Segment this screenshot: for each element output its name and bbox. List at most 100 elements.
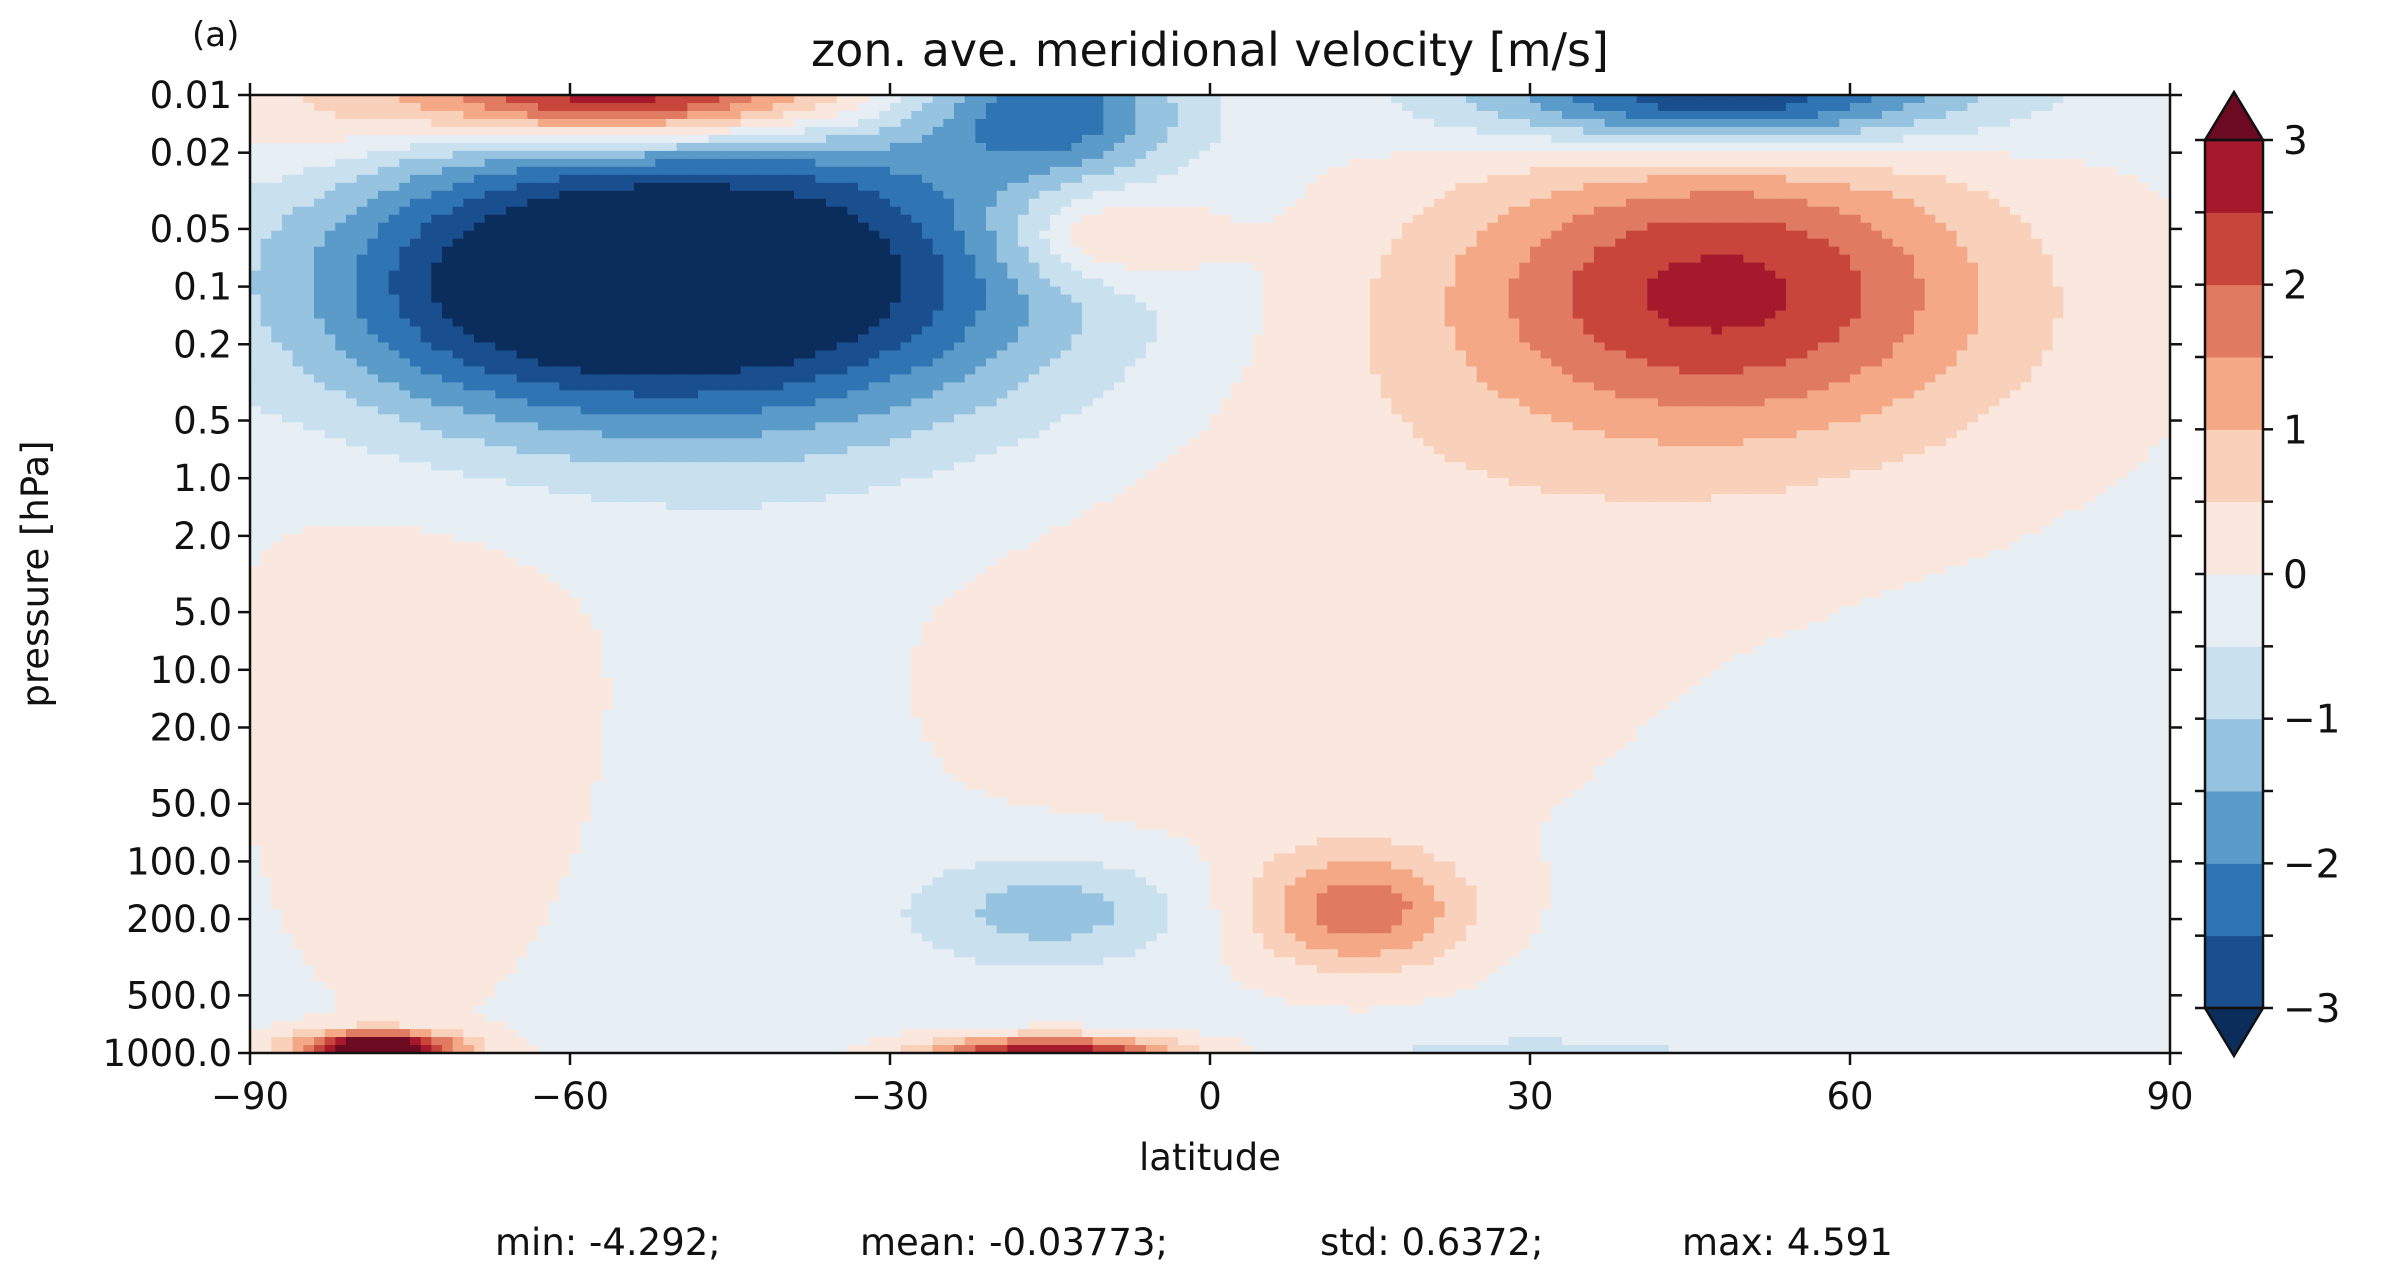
contour-cell: [1359, 278, 1371, 288]
contour-cell: [1007, 302, 1019, 312]
contour-cell: [815, 118, 827, 128]
contour-cell: [815, 198, 827, 208]
contour-cell: [410, 214, 422, 224]
contour-cell: [591, 110, 603, 120]
contour-cell: [1359, 182, 1371, 192]
contour-cell: [250, 118, 262, 128]
contour-cell: [676, 142, 688, 152]
contour-cell: [1156, 238, 1168, 248]
contour-cell: [1722, 126, 1734, 136]
contour-cell: [655, 310, 667, 320]
contour-cell: [1594, 190, 1606, 200]
contour-cell: [1167, 102, 1179, 112]
contour-cell: [954, 198, 966, 208]
contour-cell: [1188, 214, 1200, 224]
contour-cell: [1668, 294, 1680, 304]
contour-cell: [1999, 222, 2011, 232]
contour-cell: [1828, 166, 1840, 176]
contour-cell: [484, 206, 496, 216]
contour-cell: [1167, 302, 1179, 312]
contour-cell: [1967, 246, 1979, 256]
contour-cell: [1252, 286, 1264, 296]
contour-cell: [1935, 118, 1947, 128]
contour-cell: [1988, 262, 2000, 272]
contour-cell: [1743, 174, 1755, 184]
contour-cell: [1156, 142, 1168, 152]
contour-cell: [943, 102, 955, 112]
contour-cell: [559, 198, 571, 208]
contour-cell: [260, 166, 272, 176]
contour-cell: [1039, 150, 1051, 160]
contour-cell: [335, 118, 347, 128]
contour-cell: [879, 95, 891, 104]
contour-cell: [1210, 206, 1222, 216]
contour-cell: [580, 158, 592, 168]
contour-cell: [1039, 294, 1051, 304]
contour-cell: [1636, 95, 1648, 104]
contour-cell: [1860, 302, 1872, 312]
contour-cell: [452, 142, 464, 152]
contour-cell: [1316, 262, 1328, 272]
contour-cell: [1839, 190, 1851, 200]
contour-cell: [282, 118, 294, 128]
contour-cell: [1124, 302, 1136, 312]
contour-cell: [2106, 302, 2118, 312]
contour-cell: [2127, 182, 2139, 192]
contour-cell: [420, 190, 432, 200]
contour-cell: [986, 198, 998, 208]
contour-cell: [1658, 182, 1670, 192]
contour-cell: [1562, 310, 1574, 320]
contour-cell: [1668, 118, 1680, 128]
contour-cell: [538, 254, 550, 264]
contour-cell: [1946, 126, 1958, 136]
contour-cell: [1434, 142, 1446, 152]
contour-cell: [1775, 110, 1787, 120]
contour-cell: [1306, 150, 1318, 160]
contour-cell: [1935, 95, 1947, 104]
contour-cell: [548, 254, 560, 264]
contour-cell: [431, 158, 443, 168]
contour-cell: [1754, 190, 1766, 200]
contour-cell: [847, 182, 859, 192]
contour-cell: [623, 126, 635, 136]
contour-cell: [1946, 214, 1958, 224]
contour-cell: [1220, 126, 1232, 136]
contour-cell: [911, 126, 923, 136]
contour-cell: [2159, 166, 2170, 176]
contour-cell: [986, 294, 998, 304]
contour-cell: [1242, 286, 1254, 296]
contour-cell: [996, 182, 1008, 192]
contour-cell: [1882, 150, 1894, 160]
contour-cell: [1519, 110, 1531, 120]
contour-cell: [751, 166, 763, 176]
contour-cell: [1690, 222, 1702, 232]
contour-cell: [2159, 134, 2170, 144]
contour-cell: [1231, 222, 1243, 232]
contour-cell: [1807, 294, 1819, 304]
contour-cell: [623, 150, 635, 160]
contour-cell: [2074, 190, 2086, 200]
contour-cell: [2116, 254, 2128, 264]
contour-cell: [591, 142, 603, 152]
contour-cell: [1028, 246, 1040, 256]
contour-cell: [1903, 102, 1915, 112]
contour-cell: [1914, 142, 1926, 152]
contour-cell: [1327, 254, 1339, 264]
contour-cell: [804, 182, 816, 192]
contour-cell: [495, 190, 507, 200]
contour-cell: [420, 254, 432, 264]
contour-cell: [303, 278, 315, 288]
contour-cell: [292, 206, 304, 216]
contour-cell: [1071, 286, 1083, 296]
contour-cell: [495, 150, 507, 160]
contour-cell: [442, 230, 454, 240]
contour-cell: [1508, 230, 1520, 240]
contour-cell: [2063, 198, 2075, 208]
contour-cell: [1210, 294, 1222, 304]
contour-cell: [367, 270, 379, 280]
contour-cell: [1348, 190, 1360, 200]
contour-cell: [1018, 294, 1030, 304]
contour-cell: [367, 294, 379, 304]
contour-cell: [1242, 262, 1254, 272]
contour-cell: [1284, 246, 1296, 256]
